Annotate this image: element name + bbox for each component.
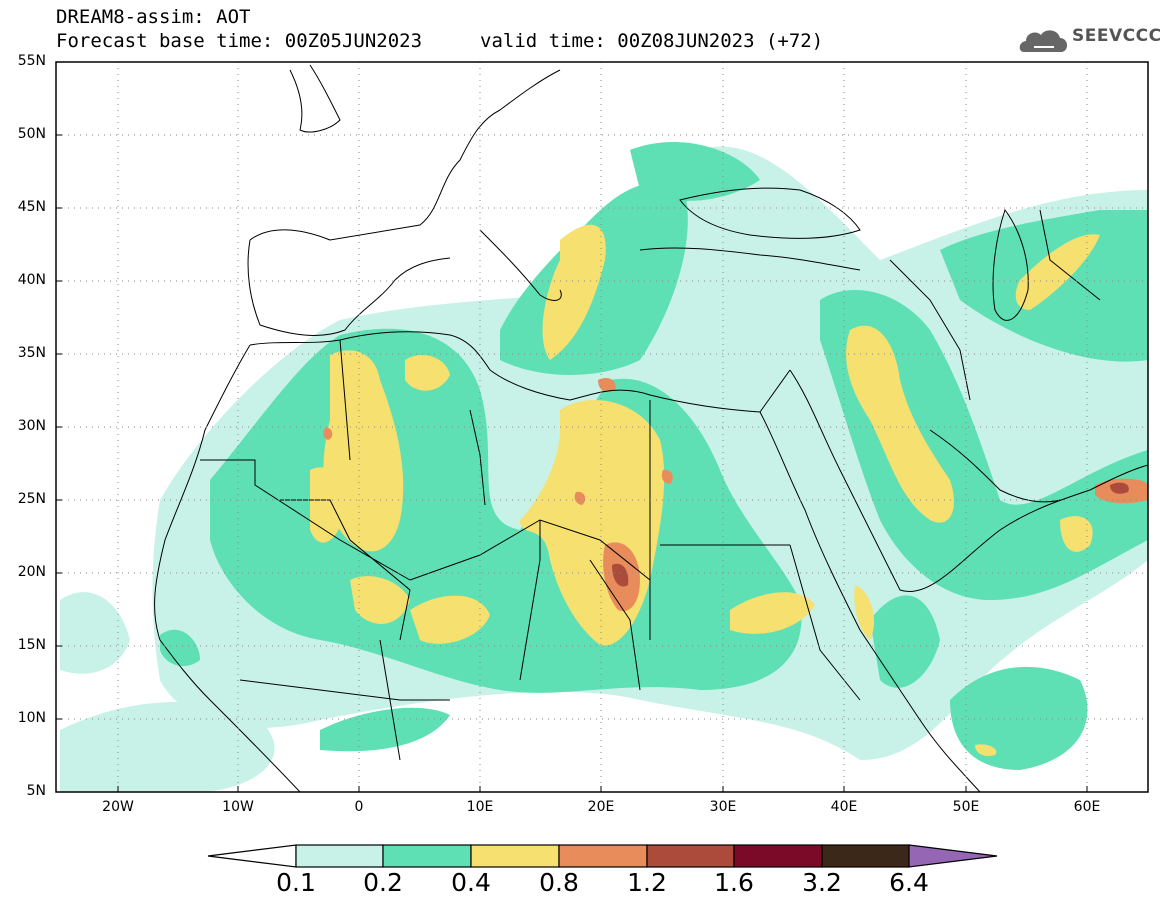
- colorbar-label: 0.8: [539, 868, 579, 897]
- lat-label: 55N: [17, 53, 46, 69]
- colorbar-bin-2: [382, 844, 472, 868]
- colorbar-label: 1.2: [627, 868, 667, 897]
- colorbar-label: 0.1: [276, 868, 316, 897]
- lon-label: 40E: [830, 799, 858, 815]
- lon-label: 10E: [466, 799, 494, 815]
- lat-label: 15N: [17, 637, 46, 653]
- lat-label: 20N: [17, 564, 46, 580]
- colorbar-label: 0.2: [363, 868, 403, 897]
- lat-label: 35N: [17, 345, 46, 361]
- lat-label: 50N: [17, 126, 46, 142]
- coastlines: [154, 64, 1148, 792]
- lon-label: 0: [354, 799, 364, 815]
- lat-label: 10N: [17, 710, 46, 726]
- lon-label: 30E: [709, 799, 737, 815]
- colorbar-low-arrow: [207, 844, 297, 868]
- axis-ticks: [56, 61, 1088, 792]
- logo-text: SEEVCCC: [1072, 26, 1162, 46]
- colorbar-bin-1: [295, 844, 384, 868]
- colorbar-label: 6.4: [889, 868, 929, 897]
- lat-label: 45N: [17, 199, 46, 215]
- colorbar-label: 1.6: [714, 868, 754, 897]
- colorbar-label: 0.4: [451, 868, 491, 897]
- lon-label: 10W: [222, 799, 254, 815]
- map-title: DREAM8-assim: AOT: [56, 6, 251, 28]
- forecast-base-time: Forecast base time: 00Z05JUN2023: [56, 30, 423, 52]
- gridlines: [56, 62, 1148, 792]
- colorbar-bin-6: [733, 844, 823, 868]
- colorbar-bin-4: [558, 844, 648, 868]
- lat-label: 25N: [17, 491, 46, 507]
- lon-label: 20W: [102, 799, 134, 815]
- lat-label: 40N: [17, 272, 46, 288]
- colorbar-bin-3: [470, 844, 560, 868]
- colorbar-high-arrow: [908, 844, 998, 868]
- lon-label: 50E: [952, 799, 980, 815]
- lon-label: 60E: [1073, 799, 1101, 815]
- colorbar-bin-7: [821, 844, 910, 868]
- cloud-icon: [1019, 30, 1068, 52]
- lat-label: 5N: [26, 783, 46, 799]
- lat-label: 30N: [17, 418, 46, 434]
- lon-label: 20E: [587, 799, 615, 815]
- valid-time: valid time: 00Z08JUN2023 (+72): [480, 30, 824, 52]
- colorbar-bin-5: [646, 844, 735, 868]
- colorbar-label: 3.2: [802, 868, 842, 897]
